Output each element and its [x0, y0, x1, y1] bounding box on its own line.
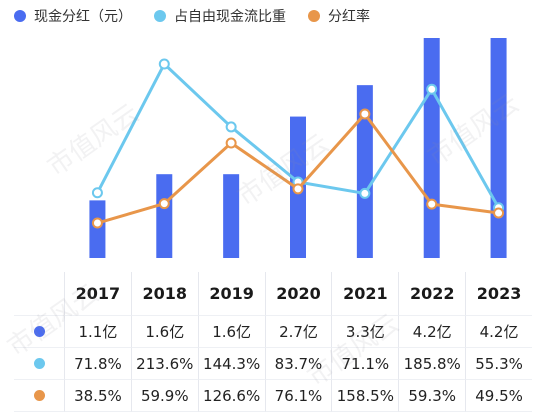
fcf-ratio-point-2017: [91, 187, 103, 199]
payout-ratio-point-2021: [359, 108, 371, 120]
table-cell-fcf-ratio: 55.3%: [465, 348, 532, 380]
cash-dividend-dot-icon: [33, 326, 45, 337]
table-cell-fcf-ratio: 71.1%: [331, 348, 399, 380]
payout-ratio-point-2020: [292, 183, 304, 195]
table-header-year: 2020: [264, 272, 332, 316]
payout-ratio-point-2023: [493, 207, 505, 219]
bar-2019: [223, 174, 240, 258]
table-cell-fcf-ratio: 185.8%: [398, 348, 466, 380]
table-cell-cash-dividend: 4.2亿: [465, 316, 532, 348]
payout-ratio-point-2019: [225, 137, 237, 149]
bar-2018: [156, 174, 173, 258]
table-cell-cash-dividend: 2.7亿: [264, 316, 332, 348]
table-cell-payout-ratio: 126.6%: [197, 380, 265, 412]
table-cell-payout-ratio: 59.3%: [398, 380, 466, 412]
table-cell-cash-dividend: 1.6亿: [130, 316, 198, 348]
table-cell-fcf-ratio: 144.3%: [197, 348, 265, 380]
table-cell-payout-ratio: 38.5%: [64, 380, 131, 412]
legend-item-payout-ratio: 分红率: [308, 6, 370, 26]
payout-ratio-point-2018: [158, 198, 170, 210]
legend-swatch-cash-dividend: [14, 10, 26, 22]
table-cell-fcf-ratio: 83.7%: [264, 348, 332, 380]
legend-swatch-fcf-ratio: [154, 10, 166, 22]
table-cell-payout-ratio: 59.9%: [130, 380, 198, 412]
combo-chart: [89, 38, 507, 259]
table-cell-cash-dividend: 1.1亿: [64, 316, 131, 348]
chart-legend: 现金分红（元） 占自由现金流比重 分红率: [14, 3, 370, 29]
table-row-icon-fcf-ratio: [14, 348, 64, 380]
table-header-year: 2023: [465, 272, 532, 316]
table-cell-cash-dividend: 3.3亿: [331, 316, 399, 348]
fcf-ratio-point-2021: [359, 187, 371, 199]
table-cell-payout-ratio: 76.1%: [264, 380, 332, 412]
table-cell-fcf-ratio: 213.6%: [130, 348, 198, 380]
fcf-ratio-point-2019: [225, 121, 237, 133]
table-row-icon-cash-dividend: [14, 316, 64, 348]
legend-item-cash-dividend: 现金分红（元）: [14, 6, 132, 26]
table-header-year: 2019: [197, 272, 265, 316]
table-row-icon-payout-ratio: [14, 380, 64, 412]
fcf-ratio-point-2018: [158, 58, 170, 70]
bar-2022: [423, 38, 440, 258]
table-corner: [14, 272, 64, 316]
payout-ratio-point-2022: [426, 198, 438, 210]
table-cell-payout-ratio: 158.5%: [331, 380, 399, 412]
table-header-year: 2017: [64, 272, 131, 316]
payout-ratio-point-2017: [91, 217, 103, 229]
legend-label-cash-dividend: 现金分红（元）: [34, 9, 132, 25]
legend-label-fcf-ratio: 占自由现金流比重: [174, 9, 286, 25]
table-cell-payout-ratio: 49.5%: [465, 380, 532, 412]
table-header-year: 2018: [130, 272, 198, 316]
fcf-ratio-dot-icon: [33, 358, 45, 369]
data-table: 2017 2018 2019 2020 2021 2022 2023 1.1亿 1.6亿 1.6亿…: [14, 272, 532, 412]
legend-label-payout-ratio: 分红率: [328, 9, 370, 25]
table-cell-cash-dividend: 4.2亿: [398, 316, 466, 348]
table-header-year: 2021: [331, 272, 399, 316]
bar-2023: [490, 38, 507, 258]
legend-swatch-payout-ratio: [308, 10, 320, 22]
bar-2017: [89, 200, 106, 258]
table-header-year: 2022: [398, 272, 466, 316]
table-cell-fcf-ratio: 71.8%: [64, 348, 131, 380]
payout-ratio-dot-icon: [33, 390, 45, 401]
bar-2021: [356, 85, 373, 259]
legend-item-fcf-ratio: 占自由现金流比重: [154, 6, 286, 26]
table-cell-cash-dividend: 1.6亿: [197, 316, 265, 348]
fcf-ratio-point-2022: [426, 83, 438, 95]
